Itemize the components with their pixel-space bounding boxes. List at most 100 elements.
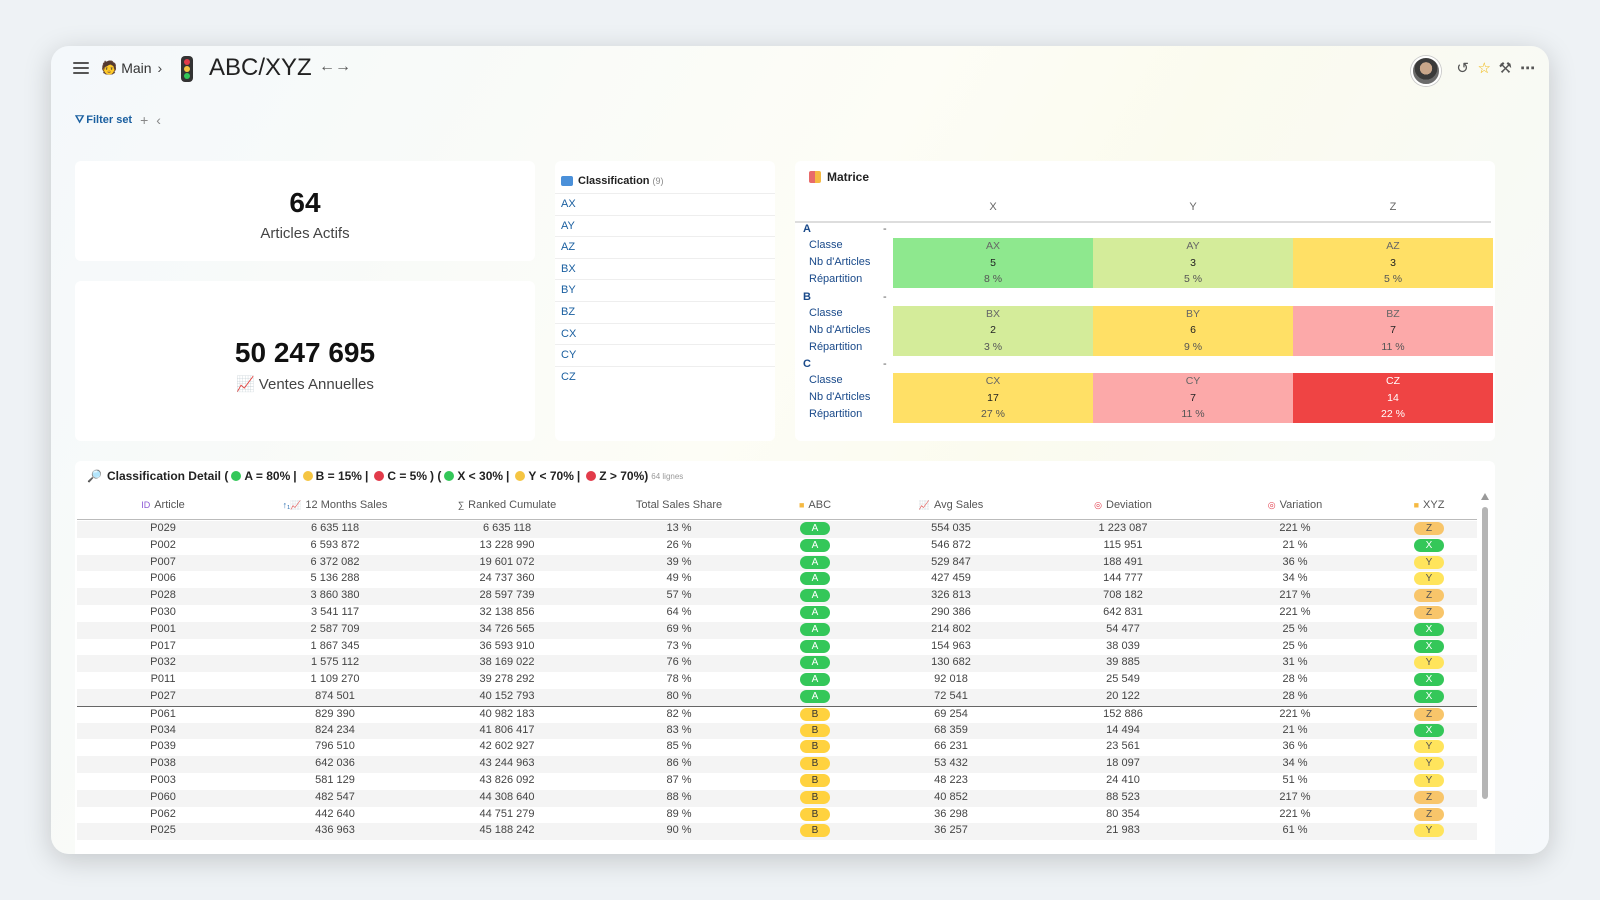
classification-item[interactable]: AX <box>555 193 775 215</box>
table-cell: A <box>775 605 855 619</box>
table-cell: 68 359 <box>934 723 968 736</box>
column-header-12-months-sales[interactable]: ↑₁📈 12 Months Sales <box>260 499 410 511</box>
table-cell: P061 <box>150 707 176 720</box>
column-header-variation[interactable]: ◎ Variation <box>1220 499 1370 511</box>
matrix-cell-class: BX <box>985 307 1000 320</box>
scrollbar[interactable] <box>1481 493 1489 799</box>
abc-badge: A <box>800 572 830 586</box>
classification-item[interactable]: AZ <box>555 236 775 258</box>
table-row[interactable]: P001 2 587 709 34 726 565 69 % A 214 802 54 47… <box>77 621 1477 639</box>
classification-item[interactable]: BX <box>555 257 775 280</box>
table-cell: 80 % <box>666 689 692 702</box>
xyz-badge: Z <box>1414 522 1444 535</box>
avatar[interactable] <box>1411 56 1441 86</box>
table-row[interactable]: P025 436 963 45 188 242 90 % B 36 257 21 983 61… <box>77 823 1477 841</box>
table-row[interactable]: P028 3 860 380 28 597 739 57 % A 326 813 708 1… <box>77 588 1477 605</box>
star-icon[interactable]: ☆ <box>1477 60 1491 77</box>
table-cell: 642 831 <box>1103 605 1143 618</box>
table-cell: 86 % <box>666 757 692 770</box>
table-cell: 796 510 <box>315 740 355 753</box>
column-header-avg-sales[interactable]: 📈 Avg Sales <box>876 499 1026 511</box>
table-cell: 89 % <box>666 807 692 820</box>
column-header-total-sales-share[interactable]: Total Sales Share <box>604 499 754 511</box>
xyz-badge: X <box>1414 538 1444 552</box>
table-row[interactable]: P011 1 109 270 39 278 292 78 % A 92 018 25 549… <box>77 672 1477 689</box>
matrix-group-toggle[interactable]: - <box>883 290 887 303</box>
add-filter-icon[interactable]: + <box>140 112 149 128</box>
matrix-group-toggle[interactable]: - <box>883 223 887 235</box>
table-cell: X <box>1399 689 1459 703</box>
table-row[interactable]: P006 5 136 288 24 737 360 49 % A 427 459 144 7… <box>77 571 1477 588</box>
matrix-cell-class: CZ <box>1386 375 1400 387</box>
table-row[interactable]: P017 1 867 345 36 593 910 73 % A 154 963 38 03… <box>77 639 1477 656</box>
resize-arrows-icon[interactable]: ←→ <box>319 58 351 75</box>
matrix-column-header: Z <box>1389 201 1397 213</box>
table-row[interactable]: P002 6 593 872 13 228 990 26 % A 546 872 115 9… <box>77 538 1477 555</box>
column-header-abc[interactable]: ■ ABC <box>775 499 855 511</box>
filter-set-button[interactable]: Filter set <box>86 114 133 126</box>
xyz-badge: X <box>1414 689 1444 703</box>
more-icon[interactable]: ⋯ <box>1520 60 1535 77</box>
matrix-cell-share: 22 % <box>1381 408 1405 421</box>
table-cell: B <box>775 740 855 754</box>
legend-item: C = 5% <box>387 469 428 483</box>
row-count: 64 lignes <box>651 471 684 481</box>
table-cell: 72 541 <box>934 689 968 702</box>
table-row[interactable]: P034 824 234 41 806 417 83 % B 68 359 14 494 21… <box>77 722 1477 740</box>
scrollbar-thumb[interactable] <box>1482 507 1488 799</box>
table-cell: 36 298 <box>934 807 968 820</box>
classification-item[interactable]: AY <box>555 214 775 237</box>
table-row[interactable]: P003 581 129 43 826 092 87 % B 48 223 24 410 51… <box>77 773 1477 790</box>
breadcrumb[interactable]: 🧑 Main › <box>101 60 162 76</box>
matrix-row-label: Répartition <box>809 273 863 285</box>
table-row[interactable]: P039 796 510 42 602 927 85 % B 66 231 23 561 36… <box>77 739 1477 756</box>
legend-separator: | <box>364 469 369 483</box>
column-header-deviation[interactable]: ◎ Deviation <box>1048 499 1198 511</box>
breadcrumb-main[interactable]: Main <box>121 60 152 76</box>
table-cell: P062 <box>150 807 176 820</box>
menu-icon[interactable] <box>73 62 89 74</box>
grid-icon <box>809 171 821 183</box>
table-cell: 34 726 565 <box>479 622 535 635</box>
column-header-xyz[interactable]: ■ XYZ <box>1399 499 1459 511</box>
scroll-up-icon[interactable] <box>1481 493 1489 500</box>
matrix-row-label: Classe <box>809 374 843 386</box>
table-cell: 144 777 <box>1103 572 1143 585</box>
xyz-badge: Y <box>1414 773 1444 787</box>
table-cell: B <box>775 790 855 804</box>
classification-item[interactable]: CY <box>555 344 775 366</box>
table-row[interactable]: P061 829 390 40 982 183 82 % B 69 254 152 886 2… <box>77 705 1477 723</box>
table-row[interactable]: P007 6 372 082 19 601 072 39 % A 529 847 188 4… <box>77 554 1477 572</box>
kpi-articles-value: 64 <box>289 187 321 218</box>
matrix-cell-share: 9 % <box>1183 340 1203 353</box>
column-icon: ■ <box>1413 500 1420 510</box>
abc-badge: A <box>800 555 830 569</box>
table-row[interactable]: P062 442 640 44 751 279 89 % B 36 298 80 354 22… <box>77 807 1477 824</box>
matrix-title: Matrice <box>827 170 870 184</box>
table-row[interactable]: P038 642 036 43 244 963 86 % B 53 432 18 097 34… <box>77 756 1477 773</box>
table-row[interactable]: P029 6 635 118 6 635 118 13 % A 554 035 1 223 … <box>77 521 1477 538</box>
collapse-icon[interactable]: ‹ <box>156 112 161 128</box>
matrix-cell-cz: CZ 14 22 % <box>1293 373 1493 423</box>
classification-item[interactable]: CX <box>555 322 775 345</box>
table-row[interactable]: P060 482 547 44 308 640 88 % B 40 852 88 523 21… <box>77 789 1477 807</box>
matrix-cell-class: AZ <box>1386 240 1400 252</box>
matrix-group-toggle[interactable]: - <box>883 358 887 370</box>
column-header-article[interactable]: ID Article <box>93 499 233 511</box>
classification-item[interactable]: BZ <box>555 300 775 323</box>
table-row[interactable]: P030 3 541 117 32 138 856 64 % A 290 386 642 8… <box>77 605 1477 622</box>
table-cell: 51 % <box>1282 773 1308 786</box>
table-cell: X <box>1399 622 1459 636</box>
classification-item[interactable]: CZ <box>555 365 775 388</box>
classification-item[interactable]: BY <box>555 279 775 301</box>
tools-icon[interactable]: ⚒ <box>1498 60 1512 77</box>
column-header-ranked-cumulate[interactable]: ∑ Ranked Cumulate <box>432 499 582 511</box>
kpi-sales-card: 50 247 695 📈 Ventes Annuelles <box>75 281 535 441</box>
table-cell: 39 % <box>666 555 692 568</box>
legend-separator: | <box>576 469 581 483</box>
history-icon[interactable]: ↺ <box>1456 60 1469 77</box>
table-row[interactable]: P027 874 501 40 152 793 80 % A 72 541 20 122 28… <box>77 688 1477 706</box>
abc-badge: B <box>800 757 830 771</box>
kpi-sales-value: 50 247 695 <box>234 337 376 368</box>
table-row[interactable]: P032 1 575 112 38 169 022 76 % A 130 682 39 88… <box>77 655 1477 673</box>
